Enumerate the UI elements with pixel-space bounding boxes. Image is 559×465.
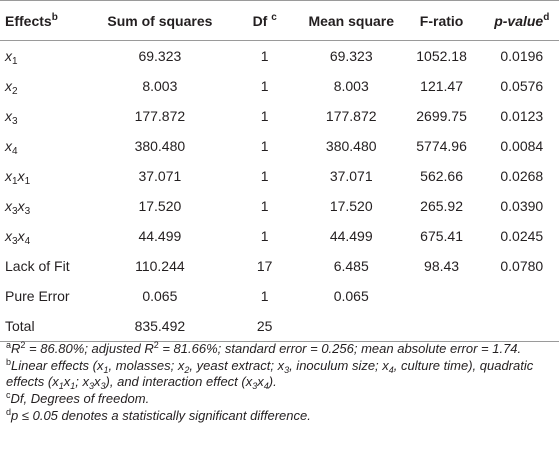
table-row: x3 177.872 1 177.872 2699.75 0.0123 bbox=[0, 101, 559, 131]
footnote-b: bLinear effects (x1, molasses; x2, yeast… bbox=[6, 357, 534, 391]
effect-cell: x3x3 bbox=[5, 198, 31, 217]
table-row-total: Total 835.492 25 bbox=[0, 311, 559, 342]
table-row: x3x4 44.499 1 44.499 675.41 0.0245 bbox=[0, 221, 559, 251]
table-row: x2 8.003 1 8.003 121.47 0.0576 bbox=[0, 71, 559, 101]
sum-of-squares-cell: 8.003 bbox=[142, 78, 178, 94]
mean-square-cell: 8.003 bbox=[333, 78, 369, 94]
df-cell: 1 bbox=[260, 78, 269, 94]
p-value-cell: 0.0390 bbox=[500, 198, 544, 214]
mean-square-cell: 17.520 bbox=[329, 198, 373, 214]
header-p-value: p-valued bbox=[484, 0, 559, 41]
table-row: x1x1 37.071 1 37.071 562.66 0.0268 bbox=[0, 161, 559, 191]
p-value-cell: 0.0084 bbox=[500, 138, 544, 154]
header-sum-of-squares: Sum of squares bbox=[94, 0, 226, 41]
mean-square-cell bbox=[303, 311, 399, 342]
footnote-c: cDf, Degrees of freedom. bbox=[6, 390, 150, 407]
mean-square-cell: 177.872 bbox=[325, 108, 377, 124]
table-footnotes: aR2 = 86.80%; adjusted R2 = 81.66%; stan… bbox=[6, 341, 552, 425]
header-df: Df c bbox=[225, 0, 304, 41]
mean-square-cell: 37.071 bbox=[329, 168, 373, 184]
df-cell: 1 bbox=[260, 198, 269, 214]
sum-of-squares-cell: 37.071 bbox=[138, 168, 182, 184]
mean-square-cell: 6.485 bbox=[333, 258, 369, 274]
effect-cell: Pure Error bbox=[5, 288, 70, 304]
df-cell: 1 bbox=[260, 108, 269, 124]
f-ratio-cell: 265.92 bbox=[420, 198, 463, 214]
effect-cell: x3x4 bbox=[5, 228, 31, 247]
sum-of-squares-cell: 110.244 bbox=[135, 258, 185, 274]
header-f-ratio: F-ratio bbox=[398, 0, 485, 41]
p-value-cell: 0.0576 bbox=[500, 78, 544, 94]
mean-square-cell: 380.480 bbox=[325, 138, 377, 154]
table-row-pure-error: Pure Error 0.065 1 0.065 bbox=[0, 281, 559, 311]
table-row: x3x3 17.520 1 17.520 265.92 0.0390 bbox=[0, 191, 559, 221]
effect-cell: Lack of Fit bbox=[5, 258, 70, 274]
header-effects: Effectsb bbox=[0, 0, 95, 41]
sum-of-squares-cell: 44.499 bbox=[138, 228, 182, 244]
sum-of-squares-cell: 69.323 bbox=[138, 48, 182, 64]
effect-cell: x3 bbox=[5, 108, 18, 127]
df-cell: 17 bbox=[256, 258, 273, 274]
df-cell: 1 bbox=[260, 228, 269, 244]
effect-cell: x2 bbox=[5, 78, 18, 97]
table-row: x4 380.480 1 380.480 5774.96 0.0084 bbox=[0, 131, 559, 161]
anova-table: Effectsb Sum of squares Df c Mean square… bbox=[0, 0, 559, 342]
sum-of-squares-cell: 0.065 bbox=[142, 288, 178, 304]
df-cell: 1 bbox=[260, 288, 269, 304]
f-ratio-cell bbox=[398, 311, 485, 342]
f-ratio-cell bbox=[399, 281, 485, 311]
df-cell: 1 bbox=[260, 48, 269, 64]
mean-square-cell: 0.065 bbox=[333, 288, 369, 304]
f-ratio-cell: 2699.75 bbox=[416, 108, 467, 124]
header-row: Effectsb Sum of squares Df c Mean square… bbox=[0, 0, 559, 41]
f-ratio-cell: 5774.96 bbox=[416, 138, 467, 154]
effect-cell: Total bbox=[0, 311, 95, 342]
header-mean-square: Mean square bbox=[303, 0, 399, 41]
sum-of-squares-cell: 17.520 bbox=[138, 198, 182, 214]
footnote-a: aR2 = 86.80%; adjusted R2 = 81.66%; stan… bbox=[6, 340, 522, 357]
footnote-d: dp ≤ 0.05 denotes a statistically signif… bbox=[6, 407, 311, 424]
sum-of-squares-cell: 835.492 bbox=[94, 311, 226, 342]
p-value-cell: 0.0780 bbox=[500, 258, 544, 274]
f-ratio-cell: 121.47 bbox=[420, 78, 463, 94]
sum-of-squares-cell: 380.480 bbox=[134, 138, 186, 154]
f-ratio-cell: 98.43 bbox=[424, 258, 460, 274]
table-row-lack-of-fit: Lack of Fit 110.244 17 6.485 98.43 0.078… bbox=[0, 251, 559, 281]
effect-cell: x1 bbox=[5, 48, 18, 67]
df-cell: 1 bbox=[260, 168, 269, 184]
df-cell: 25 bbox=[225, 311, 304, 342]
mean-square-cell: 69.323 bbox=[329, 48, 373, 64]
f-ratio-cell: 562.66 bbox=[420, 168, 463, 184]
p-value-cell: 0.0268 bbox=[500, 168, 544, 184]
p-value-cell: 0.0196 bbox=[500, 48, 544, 64]
table-row: x1 69.323 1 69.323 1052.18 0.0196 bbox=[0, 41, 559, 72]
p-value-cell bbox=[485, 281, 559, 311]
df-cell: 1 bbox=[260, 138, 269, 154]
p-value-cell bbox=[484, 311, 559, 342]
mean-square-cell: 44.499 bbox=[329, 228, 373, 244]
p-value-cell: 0.0123 bbox=[500, 108, 544, 124]
f-ratio-cell: 675.41 bbox=[420, 228, 463, 244]
f-ratio-cell: 1052.18 bbox=[416, 48, 467, 64]
p-value-cell: 0.0245 bbox=[500, 228, 544, 244]
sum-of-squares-cell: 177.872 bbox=[134, 108, 186, 124]
effect-cell: x1x1 bbox=[5, 168, 31, 187]
effect-cell: x4 bbox=[5, 138, 18, 157]
